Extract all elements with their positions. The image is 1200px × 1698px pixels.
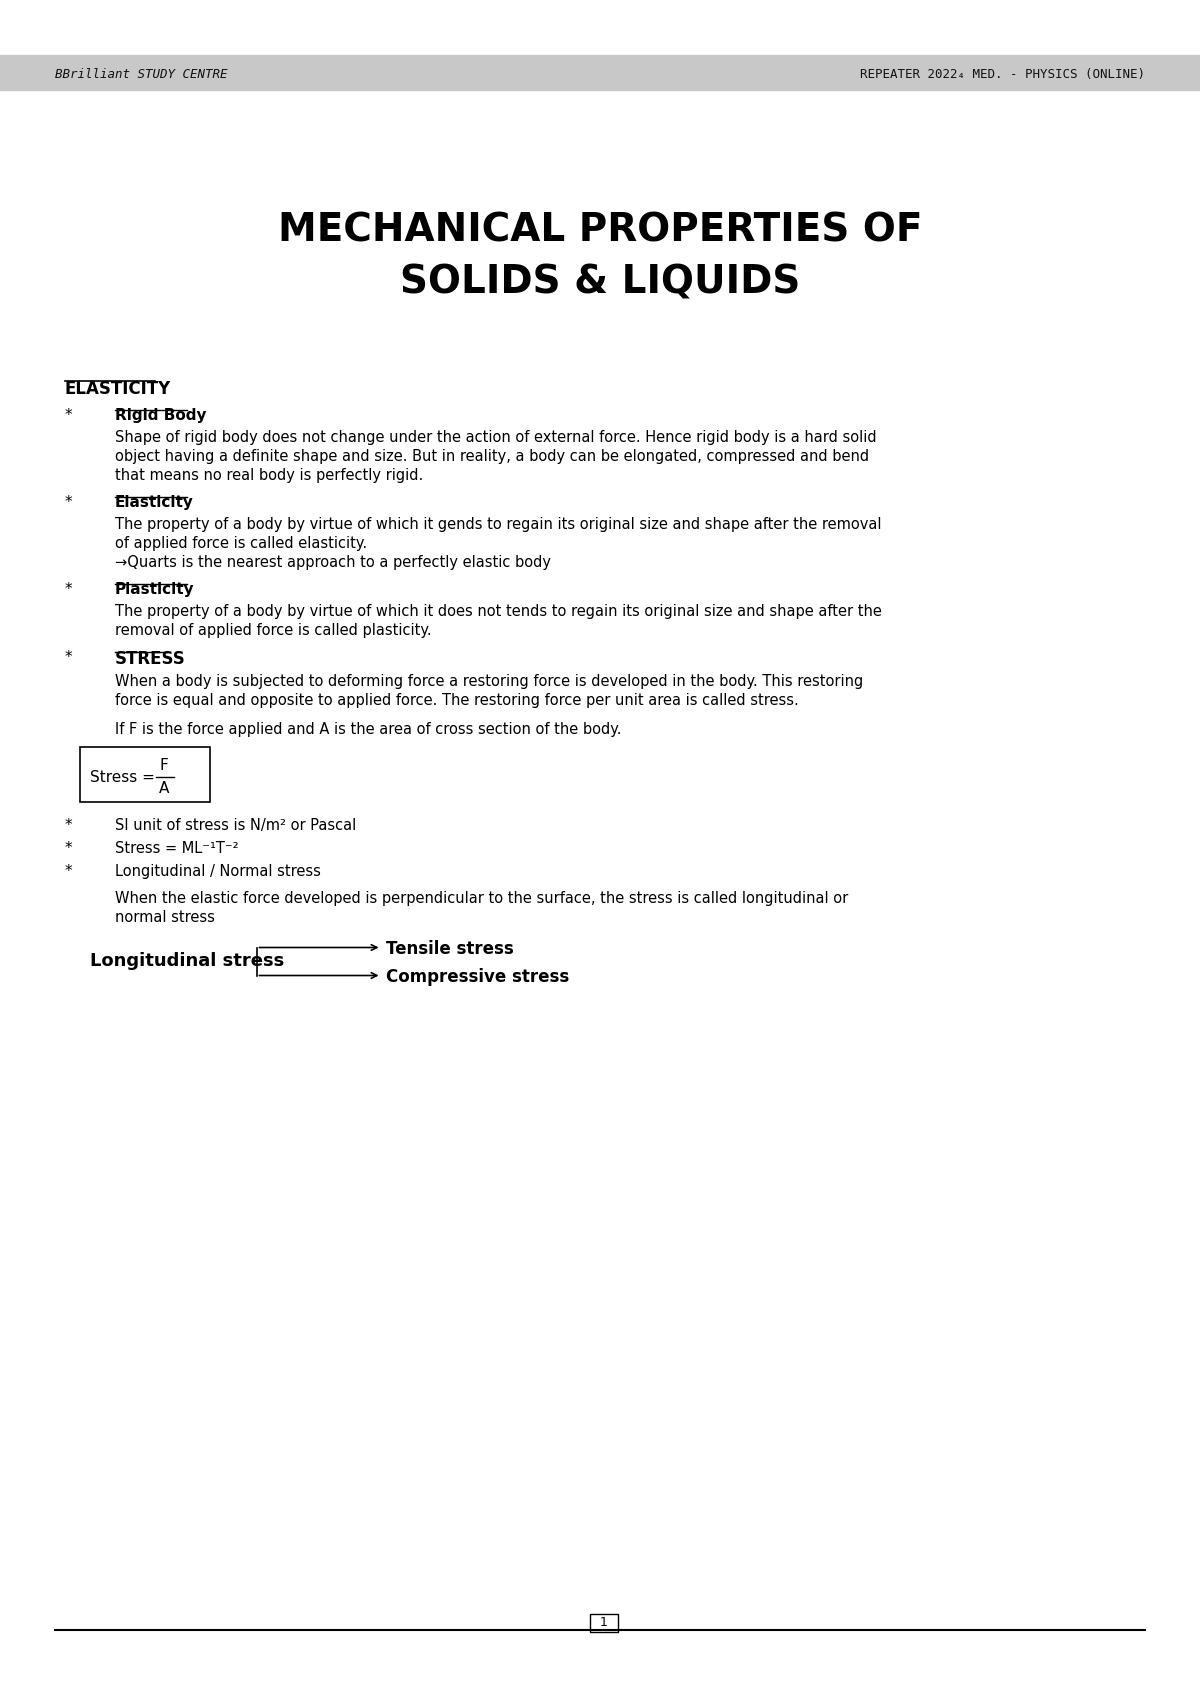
- Text: normal stress: normal stress: [115, 910, 215, 924]
- Text: Tensile stress: Tensile stress: [386, 939, 515, 958]
- Text: Longitudinal / Normal stress: Longitudinal / Normal stress: [115, 864, 320, 878]
- Text: removal of applied force is called plasticity.: removal of applied force is called plast…: [115, 623, 432, 638]
- Text: MECHANICAL PROPERTIES OF: MECHANICAL PROPERTIES OF: [277, 211, 923, 250]
- Text: A: A: [158, 781, 169, 795]
- Text: Elasticity: Elasticity: [115, 496, 194, 509]
- Text: The property of a body by virtue of which it gends to regain its original size a: The property of a body by virtue of whic…: [115, 516, 882, 531]
- Text: *: *: [65, 817, 73, 832]
- Bar: [80, 747, 210, 801]
- Text: Rigid Body: Rigid Body: [115, 408, 206, 423]
- Text: force is equal and opposite to applied force. The restoring force per unit area : force is equal and opposite to applied f…: [115, 693, 799, 708]
- Text: *: *: [65, 841, 73, 856]
- Text: F: F: [160, 757, 168, 773]
- Text: that means no real body is perfectly rigid.: that means no real body is perfectly rig…: [115, 469, 424, 482]
- Text: →Quarts is the nearest approach to a perfectly elastic body: →Quarts is the nearest approach to a per…: [115, 555, 551, 571]
- Bar: [0, 54, 1200, 90]
- Text: *: *: [65, 408, 73, 423]
- Text: of applied force is called elasticity.: of applied force is called elasticity.: [115, 537, 367, 550]
- Text: Longitudinal stress: Longitudinal stress: [90, 951, 284, 970]
- Text: When a body is subjected to deforming force a restoring force is developed in th: When a body is subjected to deforming fo…: [115, 674, 863, 689]
- Text: BBrilliant STUDY CENTRE: BBrilliant STUDY CENTRE: [55, 68, 228, 82]
- Text: If F is the force applied and A is the area of cross section of the body.: If F is the force applied and A is the a…: [115, 722, 622, 737]
- Text: Plasticity: Plasticity: [115, 582, 194, 598]
- Bar: [590, 1615, 618, 1632]
- Text: Compressive stress: Compressive stress: [386, 968, 570, 985]
- Text: *: *: [65, 864, 73, 878]
- Text: REPEATER 2022₄ MED. - PHYSICS (ONLINE): REPEATER 2022₄ MED. - PHYSICS (ONLINE): [860, 68, 1145, 82]
- Text: 1: 1: [600, 1616, 608, 1630]
- Text: SI unit of stress is N/m² or Pascal: SI unit of stress is N/m² or Pascal: [115, 817, 356, 832]
- Text: Shape of rigid body does not change under the action of external force. Hence ri: Shape of rigid body does not change unde…: [115, 430, 877, 445]
- Text: Stress = ML⁻¹T⁻²: Stress = ML⁻¹T⁻²: [115, 841, 239, 856]
- Text: *: *: [65, 650, 73, 666]
- Text: *: *: [65, 496, 73, 509]
- Text: SOLIDS & LIQUIDS: SOLIDS & LIQUIDS: [400, 263, 800, 301]
- Text: STRESS: STRESS: [115, 650, 186, 667]
- Text: The property of a body by virtue of which it does not tends to regain its origin: The property of a body by virtue of whic…: [115, 604, 882, 620]
- Text: When the elastic force developed is perpendicular to the surface, the stress is : When the elastic force developed is perp…: [115, 890, 848, 905]
- Text: ELASTICITY: ELASTICITY: [65, 380, 172, 397]
- Text: object having a definite shape and size. But in reality, a body can be elongated: object having a definite shape and size.…: [115, 448, 869, 464]
- Text: Stress =: Stress =: [90, 769, 160, 784]
- Text: *: *: [65, 582, 73, 598]
